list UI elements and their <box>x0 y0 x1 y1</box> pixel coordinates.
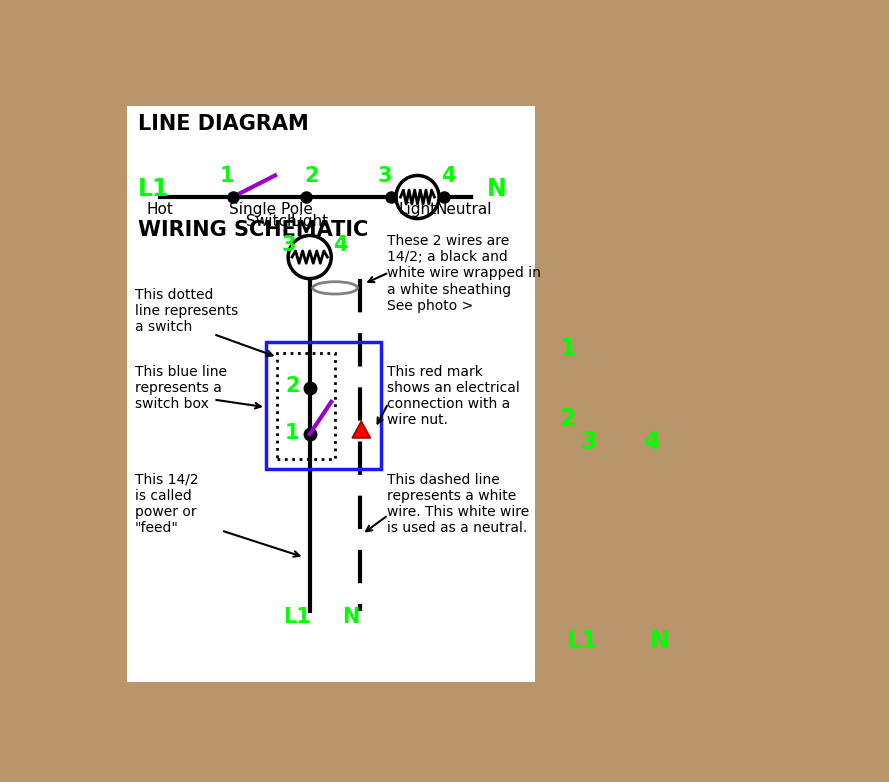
Bar <box>277 353 335 459</box>
Text: N: N <box>341 607 359 627</box>
Text: 1: 1 <box>559 338 576 361</box>
Text: This dashed line
represents a white
wire. This white wire
is used as a neutral.: This dashed line represents a white wire… <box>387 472 529 536</box>
Text: L1: L1 <box>283 607 310 627</box>
Text: 2: 2 <box>285 376 300 396</box>
Text: Single Pole: Single Pole <box>229 202 313 217</box>
Bar <box>266 342 381 469</box>
Text: This dotted
line represents
a switch: This dotted line represents a switch <box>135 288 238 334</box>
Bar <box>127 106 535 682</box>
Text: L1: L1 <box>567 629 598 652</box>
Text: Hot: Hot <box>146 202 173 217</box>
Text: 1: 1 <box>285 422 300 443</box>
Text: 3: 3 <box>282 235 296 255</box>
Text: N: N <box>487 178 507 201</box>
Text: This blue line
represents a
switch box: This blue line represents a switch box <box>135 365 227 411</box>
Text: N: N <box>650 629 670 652</box>
Text: Light: Light <box>291 214 329 229</box>
Text: 2: 2 <box>305 166 319 185</box>
Text: This 14/2
is called
power or
"feed": This 14/2 is called power or "feed" <box>135 472 198 536</box>
Polygon shape <box>352 421 371 438</box>
Text: These 2 wires are
14/2; a black and
white wire wrapped in
a white sheathing
See : These 2 wires are 14/2; a black and whit… <box>387 234 541 313</box>
Text: Switch: Switch <box>246 214 297 229</box>
Text: 1: 1 <box>220 166 234 185</box>
Text: Light: Light <box>398 202 436 217</box>
Text: LINE DIAGRAM: LINE DIAGRAM <box>138 114 308 134</box>
Text: 4: 4 <box>645 430 661 454</box>
Text: Neutral: Neutral <box>436 202 492 217</box>
Text: 4: 4 <box>441 166 455 185</box>
Text: WIRING SCHEMATIC: WIRING SCHEMATIC <box>138 220 368 240</box>
Text: L1: L1 <box>138 178 170 201</box>
Text: 3: 3 <box>581 430 597 454</box>
Text: 4: 4 <box>332 235 348 255</box>
Text: 2: 2 <box>559 407 576 431</box>
Text: 3: 3 <box>377 166 392 185</box>
Text: This red mark
shows an electrical
connection with a
wire nut.: This red mark shows an electrical connec… <box>387 365 519 428</box>
